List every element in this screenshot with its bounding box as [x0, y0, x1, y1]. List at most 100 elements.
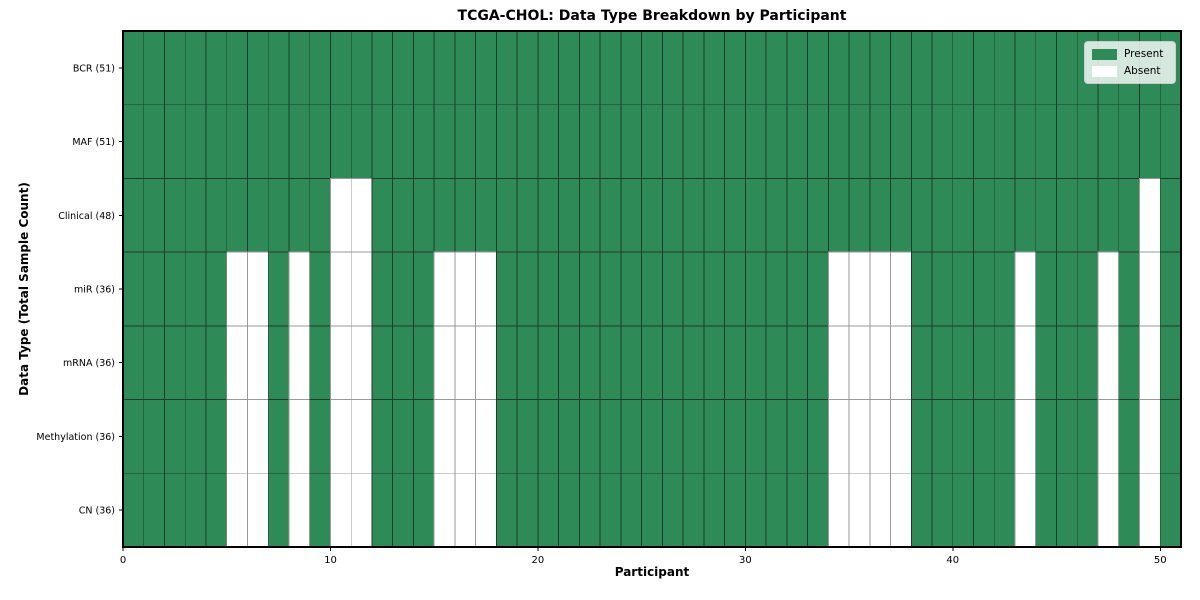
heatmap-cell	[1056, 325, 1078, 401]
heatmap-cell	[599, 472, 622, 548]
heatmap-cell	[184, 30, 207, 106]
y-tick-label: miR (36)	[74, 285, 115, 296]
y-tick-label: mRNA (36)	[63, 358, 115, 369]
heatmap-cell	[143, 251, 165, 327]
heatmap-cell	[765, 104, 788, 179]
heatmap-cell	[1097, 472, 1120, 548]
heatmap-cell	[371, 472, 394, 548]
heatmap-cell	[122, 472, 145, 548]
heatmap-cell	[848, 177, 871, 253]
heatmap-cell	[330, 325, 352, 401]
heatmap-cell	[661, 177, 684, 253]
heatmap-cell	[1056, 30, 1078, 106]
heatmap-cell	[620, 251, 643, 327]
heatmap-cell	[910, 104, 933, 179]
heatmap-cell	[184, 472, 207, 548]
heatmap-cell	[288, 177, 311, 253]
heatmap-cell	[848, 399, 871, 474]
heatmap-cell	[1097, 325, 1120, 401]
heatmap-cell	[724, 104, 746, 179]
heatmap-cell	[620, 325, 643, 401]
x-tick-label: 40	[946, 555, 959, 566]
heatmap-cell	[931, 104, 954, 179]
heatmap-cell	[267, 472, 290, 548]
heatmap-cell	[578, 399, 601, 474]
y-tick-label: BCR (51)	[73, 63, 115, 74]
heatmap-cell	[392, 251, 414, 327]
heatmap-cell	[226, 472, 248, 548]
heatmap-cell	[661, 104, 684, 179]
heatmap-cell	[890, 177, 912, 253]
heatmap-cell	[226, 399, 248, 474]
heatmap-cell	[1097, 177, 1120, 253]
heatmap-cell	[744, 177, 767, 253]
heatmap-cell	[184, 177, 207, 253]
heatmap-cell	[350, 30, 373, 106]
heatmap-cell	[1035, 399, 1057, 474]
heatmap-cell	[807, 399, 829, 474]
heatmap-cell	[910, 251, 933, 327]
heatmap-cell	[309, 177, 331, 253]
heatmap-cell	[952, 177, 974, 253]
heatmap-cell	[350, 104, 373, 179]
heatmap-cell	[412, 325, 435, 401]
heatmap-cell	[537, 472, 560, 548]
heatmap-cell	[641, 177, 663, 253]
heatmap-cell	[288, 325, 311, 401]
heatmap-cell	[620, 177, 643, 253]
heatmap-cell	[412, 399, 435, 474]
heatmap-cell	[599, 325, 622, 401]
heatmap-cell	[703, 251, 726, 327]
heatmap-cell	[1139, 177, 1161, 253]
heatmap-cell	[1056, 399, 1078, 474]
heatmap-cell	[952, 325, 974, 401]
heatmap-cell	[931, 325, 954, 401]
heatmap-cell	[869, 472, 892, 548]
heatmap-cell	[309, 472, 331, 548]
heatmap-cell	[475, 104, 497, 179]
heatmap-cell	[558, 399, 580, 474]
heatmap-cell	[143, 325, 165, 401]
heatmap-cell	[247, 472, 269, 548]
heatmap-cell	[267, 399, 290, 474]
heatmap-cell	[973, 251, 995, 327]
heatmap-cell	[454, 325, 477, 401]
heatmap-cell	[1035, 325, 1057, 401]
heatmap-cell	[537, 104, 560, 179]
heatmap-cell	[952, 104, 974, 179]
heatmap-cell	[703, 30, 726, 106]
heatmap-cell	[454, 104, 477, 179]
heatmap-cell	[890, 472, 912, 548]
heatmap-cell	[661, 251, 684, 327]
legend: Present Absent	[1084, 41, 1176, 84]
heatmap-cell	[267, 251, 290, 327]
heatmap-cell	[848, 472, 871, 548]
heatmap-cell	[558, 104, 580, 179]
heatmap-cell	[288, 472, 311, 548]
heatmap-cell	[412, 177, 435, 253]
heatmap-cell	[433, 399, 456, 474]
heatmap-cell	[807, 177, 829, 253]
heatmap-cell	[765, 325, 788, 401]
heatmap-cell	[392, 399, 414, 474]
heatmap-cell	[661, 30, 684, 106]
heatmap-cell	[184, 399, 207, 474]
heatmap-cell	[350, 472, 373, 548]
heatmap-cell	[454, 251, 477, 327]
heatmap-cell	[744, 104, 767, 179]
heatmap-cell	[910, 472, 933, 548]
heatmap-cell	[1035, 472, 1057, 548]
heatmap-cell	[786, 30, 809, 106]
heatmap-cell	[1014, 399, 1037, 474]
heatmap-cell	[1139, 472, 1161, 548]
heatmap-cell	[205, 399, 228, 474]
heatmap-cell	[1159, 325, 1182, 401]
heatmap-cell	[1139, 104, 1161, 179]
heatmap-cell	[724, 177, 746, 253]
heatmap-cell	[392, 104, 414, 179]
heatmap-cell	[288, 399, 311, 474]
heatmap-cell	[122, 30, 145, 106]
heatmap-cell	[993, 251, 1016, 327]
heatmap-cell	[682, 104, 705, 179]
heatmap-cell	[454, 177, 477, 253]
